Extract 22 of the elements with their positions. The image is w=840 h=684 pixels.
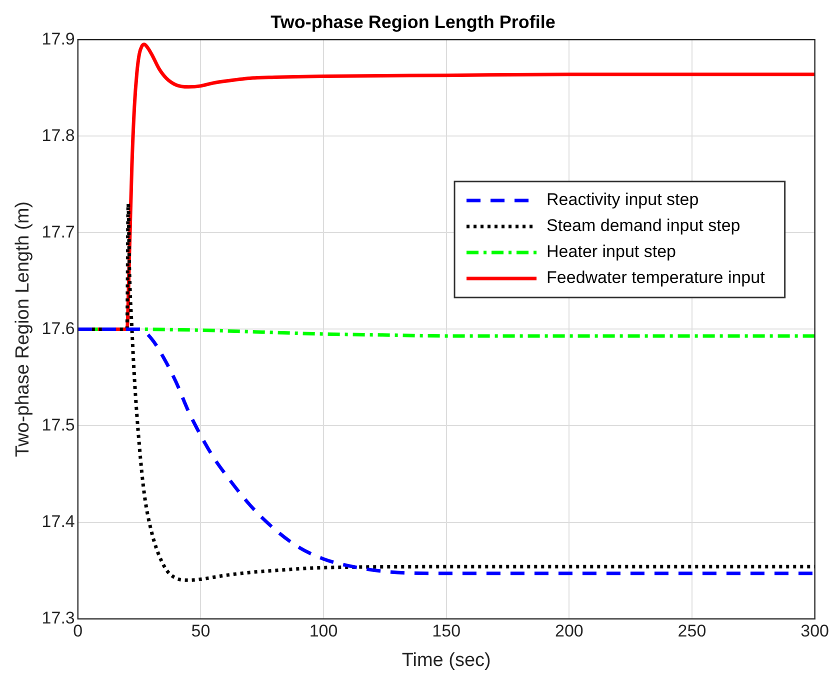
y-tick-label: 17.6 <box>42 318 75 338</box>
x-tick-label: 100 <box>309 622 338 641</box>
legend-label: Steam demand input step <box>546 216 740 236</box>
y-axis-title: Two-phase Region Length (m) <box>12 201 34 457</box>
x-tick-label: 300 <box>800 622 830 641</box>
x-tick-label: 150 <box>432 622 461 641</box>
y-tick-label: 17.7 <box>42 222 75 242</box>
y-tick-label: 17.3 <box>42 608 75 628</box>
x-tick-label: 0 <box>73 622 83 641</box>
legend-label: Heater input step <box>546 242 676 262</box>
x-tick-label: 50 <box>191 622 210 641</box>
x-tick-label: 200 <box>554 622 584 641</box>
y-tick-label: 17.8 <box>42 126 75 145</box>
y-tick-label: 17.5 <box>42 415 75 434</box>
x-axis-title: Time (sec) <box>402 650 491 671</box>
legend-label: Reactivity input step <box>546 190 699 210</box>
y-tick-label: 17.9 <box>42 29 75 48</box>
chart-title: Two-phase Region Length Profile <box>270 12 556 32</box>
y-tick-label: 17.4 <box>42 512 75 531</box>
legend-label: Feedwater temperature input <box>546 268 766 288</box>
line-series <box>78 327 815 576</box>
x-tick-label: 250 <box>678 622 706 641</box>
